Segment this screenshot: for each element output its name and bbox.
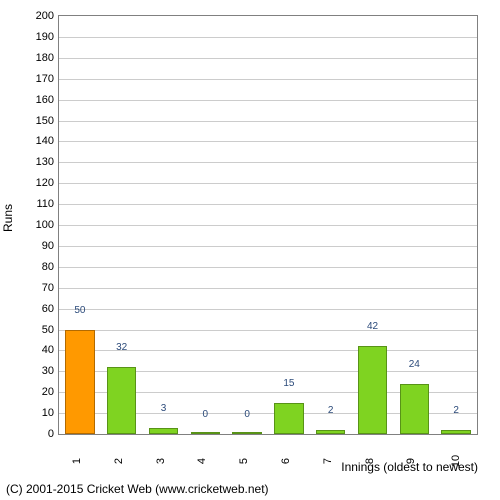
- bar: [316, 430, 345, 434]
- grid-line: [59, 141, 477, 142]
- grid-line: [59, 58, 477, 59]
- bar: [191, 432, 220, 434]
- y-tick-label: 170: [24, 73, 54, 85]
- y-tick-label: 70: [24, 282, 54, 294]
- y-tick-label: 40: [24, 344, 54, 356]
- y-tick-label: 140: [24, 135, 54, 147]
- bar-value-label: 2: [328, 405, 334, 416]
- y-tick-label: 10: [24, 407, 54, 419]
- x-tick-label: 5: [238, 458, 250, 464]
- y-tick-label: 60: [24, 303, 54, 315]
- bar: [65, 330, 94, 435]
- y-tick-label: 200: [24, 10, 54, 22]
- bar-value-label: 3: [161, 403, 167, 414]
- plot-area: 503230015242242: [58, 15, 478, 435]
- bar: [107, 367, 136, 434]
- x-tick-label: 8: [364, 458, 376, 464]
- y-axis-title: Runs: [1, 204, 15, 232]
- x-tick-label: 10: [450, 455, 462, 467]
- grid-line: [59, 100, 477, 101]
- y-tick-label: 30: [24, 365, 54, 377]
- bar-value-label: 0: [203, 409, 209, 420]
- grid-line: [59, 79, 477, 80]
- x-tick-label: 6: [280, 458, 292, 464]
- bar: [400, 384, 429, 434]
- y-tick-label: 160: [24, 94, 54, 106]
- grid-line: [59, 204, 477, 205]
- x-tick-label: 9: [405, 458, 417, 464]
- y-tick-label: 20: [24, 386, 54, 398]
- x-tick-label: 4: [196, 458, 208, 464]
- y-tick-label: 180: [24, 52, 54, 64]
- y-tick-label: 50: [24, 324, 54, 336]
- bar: [149, 428, 178, 434]
- bar: [274, 403, 303, 434]
- grid-line: [59, 183, 477, 184]
- x-tick-label: 1: [71, 458, 83, 464]
- grid-line: [59, 121, 477, 122]
- grid-line: [59, 246, 477, 247]
- y-tick-label: 100: [24, 219, 54, 231]
- y-tick-label: 80: [24, 261, 54, 273]
- bar-value-label: 2: [453, 405, 459, 416]
- y-tick-label: 130: [24, 156, 54, 168]
- bar: [232, 432, 261, 434]
- y-tick-label: 110: [24, 198, 54, 210]
- bar-value-label: 42: [367, 321, 378, 332]
- bar-value-label: 50: [74, 305, 85, 316]
- copyright-text: (C) 2001-2015 Cricket Web (www.cricketwe…: [6, 482, 269, 496]
- bar: [358, 346, 387, 434]
- y-tick-label: 120: [24, 177, 54, 189]
- y-tick-label: 90: [24, 240, 54, 252]
- y-tick-label: 0: [24, 428, 54, 440]
- x-tick-label: 2: [113, 458, 125, 464]
- grid-line: [59, 267, 477, 268]
- bar-value-label: 15: [283, 378, 294, 389]
- grid-line: [59, 162, 477, 163]
- x-tick-label: 7: [322, 458, 334, 464]
- bar-value-label: 0: [244, 409, 250, 420]
- grid-line: [59, 288, 477, 289]
- x-tick-label: 3: [155, 458, 167, 464]
- y-tick-label: 150: [24, 115, 54, 127]
- bar: [441, 430, 470, 434]
- grid-line: [59, 37, 477, 38]
- grid-line: [59, 225, 477, 226]
- bar-value-label: 24: [409, 359, 420, 370]
- y-tick-label: 190: [24, 31, 54, 43]
- grid-line: [59, 309, 477, 310]
- chart-container: Runs 503230015242242 Innings (oldest to …: [0, 0, 500, 500]
- grid-line: [59, 330, 477, 331]
- bar-value-label: 32: [116, 342, 127, 353]
